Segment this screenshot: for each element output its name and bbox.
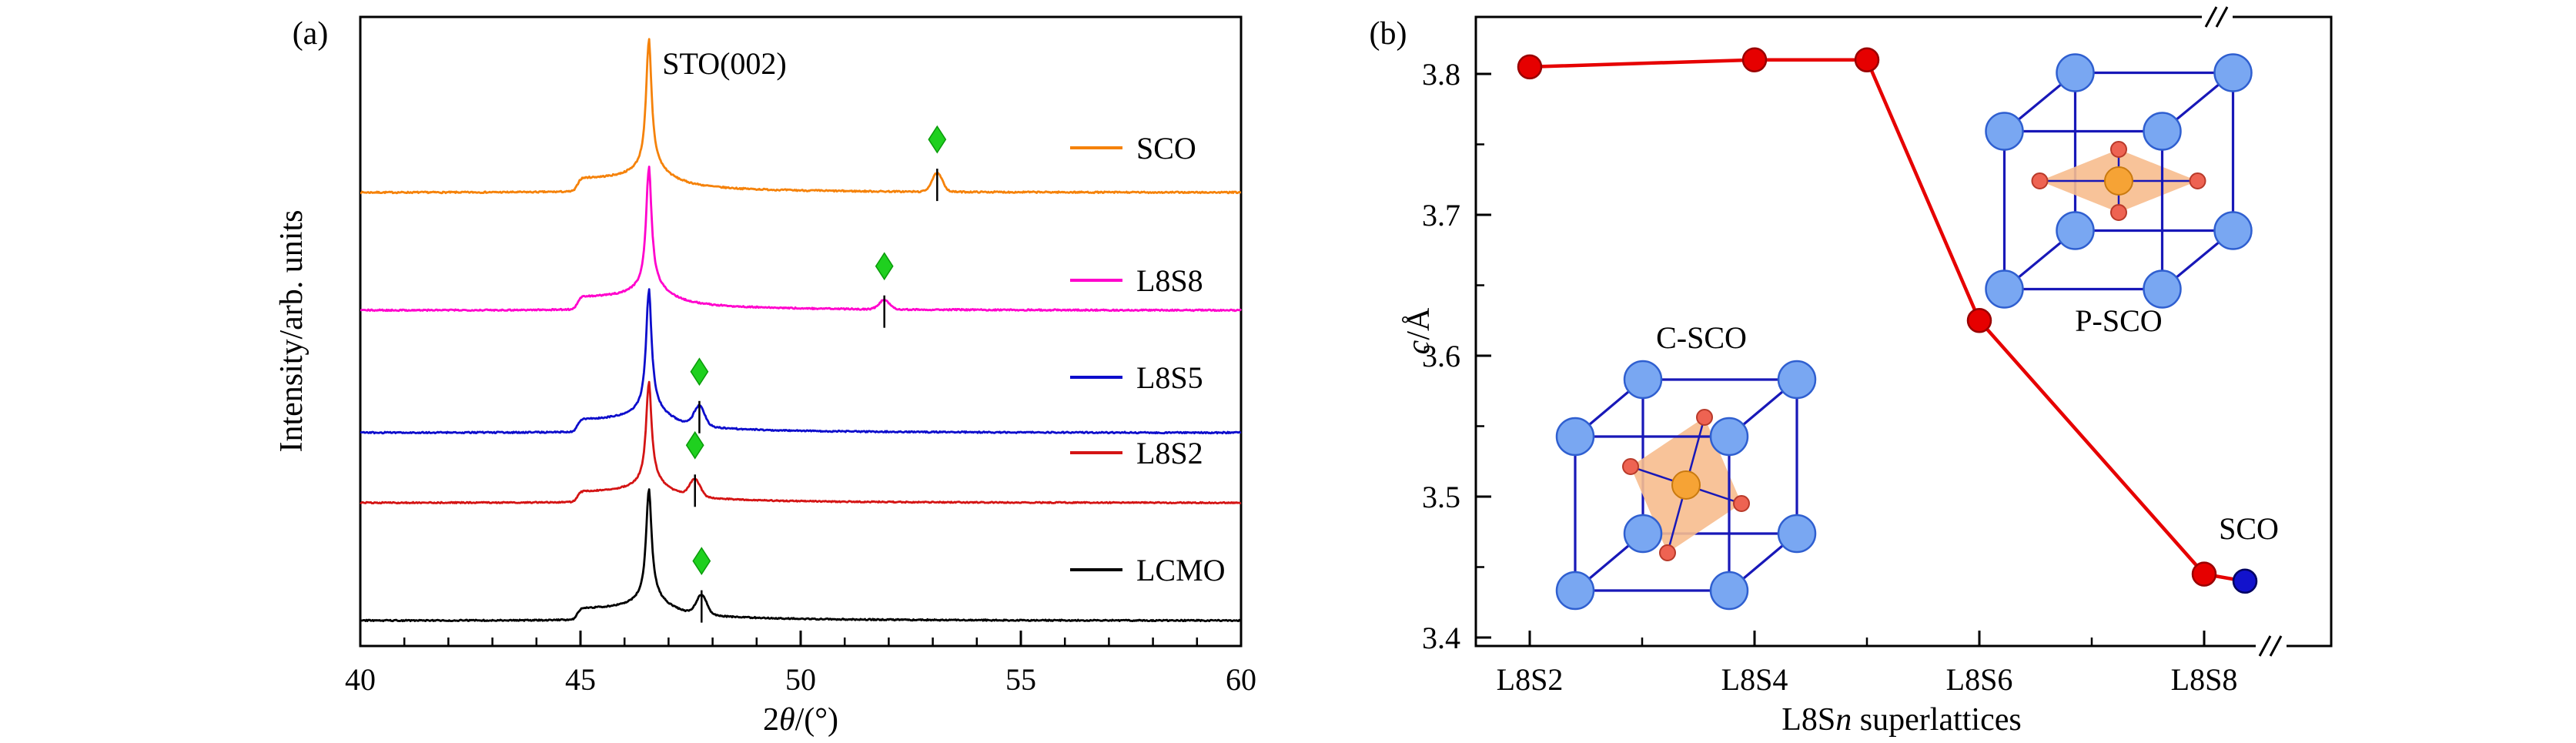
panel-a-plot-content xyxy=(359,38,1243,646)
corner-atom xyxy=(2213,211,2253,250)
panel-b-y-tick-label: 3.5 xyxy=(1422,480,1460,514)
unit-cell-inset-tilted xyxy=(1555,360,1817,611)
data-point-superlattice xyxy=(1517,54,1543,80)
xrd-curve-sco xyxy=(360,38,1242,195)
panel-b-y-tick-label: 3.6 xyxy=(1422,339,1460,373)
legend-label-l8s8: L8S8 xyxy=(1136,263,1203,298)
xrd-curve-lcmo xyxy=(360,488,1242,623)
oxygen-atom xyxy=(1622,458,1639,475)
sco-point-label: SCO xyxy=(2219,511,2279,546)
legend-label-lcmo: LCMO xyxy=(1136,553,1226,587)
panel-a-x-tick-label: 50 xyxy=(785,662,816,697)
unit-cell-inset-planar xyxy=(1985,53,2253,309)
panel-b-x-tick-label: L8S8 xyxy=(2171,662,2238,697)
xrd-curve-l8s8 xyxy=(360,166,1243,313)
panel-a-y-axis-label: Intensity/arb. units xyxy=(274,210,309,453)
xrd-curve-l8s2 xyxy=(360,380,1242,505)
panel-a-legend: SCO L8S8 L8S5 L8S2 LCMO xyxy=(1070,131,1226,587)
panel-b-y-axis-label: c/Å xyxy=(1401,307,1437,354)
panel-a: (a) STO(002) Intensity/arb. units 40 45 … xyxy=(274,15,1256,738)
corner-atom xyxy=(1555,571,1595,611)
legend-label-l8s5: L8S5 xyxy=(1136,360,1203,395)
inset-label-p-sco: P-SCO xyxy=(2075,303,2162,338)
data-point-sco xyxy=(2232,568,2258,594)
panel-a-x-tick-label: 55 xyxy=(1005,662,1036,697)
oxygen-atom xyxy=(2189,172,2206,189)
panel-b: (b) c/Å 3.4 3.5 3.6 3.7 3.8 L8S2 L8S4 L8… xyxy=(1370,15,2333,738)
panel-a-axes-box xyxy=(359,15,1243,648)
oxygen-atom xyxy=(1659,544,1676,561)
corner-atom xyxy=(1985,269,2024,309)
cobalt-atom xyxy=(1671,470,1701,500)
panel-b-axes-box xyxy=(1474,15,2333,648)
panel-b-x-axis-label: L8Sn superlattices xyxy=(1781,702,2021,738)
oxygen-atom xyxy=(2110,141,2127,158)
data-point-superlattice xyxy=(1966,308,1992,333)
data-point-superlattice xyxy=(2191,561,2217,587)
panel-a-x-axis-label: 2θ/(°) xyxy=(763,702,838,738)
panel-a-x-tick-label: 60 xyxy=(1226,662,1256,697)
oxygen-atom xyxy=(1733,495,1750,512)
film-peak-diamond-marker xyxy=(690,357,709,387)
corner-atom xyxy=(1777,514,1817,554)
panel-b-y-tick-label: 3.7 xyxy=(1422,198,1460,233)
corner-atom xyxy=(2143,269,2182,309)
corner-atom xyxy=(1709,571,1749,611)
film-peak-diamond-marker xyxy=(685,430,704,460)
panel-b-y-tick-label: 3.4 xyxy=(1422,621,1460,655)
panel-b-x-tick-label: L8S2 xyxy=(1497,662,1564,697)
panel-b-x-tick-label: L8S6 xyxy=(1946,662,2013,697)
axis-break-slash xyxy=(2269,635,2283,657)
substrate-peak-annotation: STO(002) xyxy=(662,46,786,81)
corner-atom xyxy=(1623,360,1663,400)
oxygen-atom xyxy=(1696,409,1713,426)
film-peak-diamond-marker xyxy=(928,125,947,154)
film-peak-diamond-marker xyxy=(875,252,894,281)
panel-b-plot-content xyxy=(1476,6,2287,657)
cobalt-atom xyxy=(2104,166,2133,196)
corner-atom xyxy=(2056,211,2095,250)
panel-b-tag: (b) xyxy=(1370,16,1407,52)
data-point-superlattice xyxy=(1854,47,1880,72)
oxygen-atom xyxy=(2031,172,2049,189)
data-point-superlattice xyxy=(1741,47,1768,72)
corner-atom xyxy=(2056,53,2095,92)
panel-a-x-tick-label: 45 xyxy=(565,662,596,697)
panel-a-x-tick-label: 40 xyxy=(345,662,376,697)
corner-atom xyxy=(2213,53,2253,92)
film-peak-diamond-marker xyxy=(692,547,711,576)
axis-break-slash xyxy=(2204,6,2218,28)
panel-b-y-tick-label: 3.8 xyxy=(1422,57,1460,92)
corner-atom xyxy=(1555,417,1595,457)
xrd-curve-l8s5 xyxy=(360,288,1242,435)
corner-atom xyxy=(1985,112,2024,151)
panel-b-x-tick-label: L8S4 xyxy=(1721,662,1788,697)
inset-label-c-sco: C-SCO xyxy=(1656,320,1747,355)
corner-atom xyxy=(1709,417,1749,457)
oxygen-atom xyxy=(2110,204,2127,221)
corner-atom xyxy=(2143,112,2182,151)
axis-break-slash xyxy=(2258,635,2272,657)
legend-label-sco: SCO xyxy=(1136,131,1196,166)
corner-atom xyxy=(1777,360,1817,400)
corner-atom xyxy=(1623,514,1663,554)
panel-a-tag: (a) xyxy=(293,16,329,52)
legend-label-l8s2: L8S2 xyxy=(1136,436,1203,470)
axis-break-slash xyxy=(2215,6,2229,28)
